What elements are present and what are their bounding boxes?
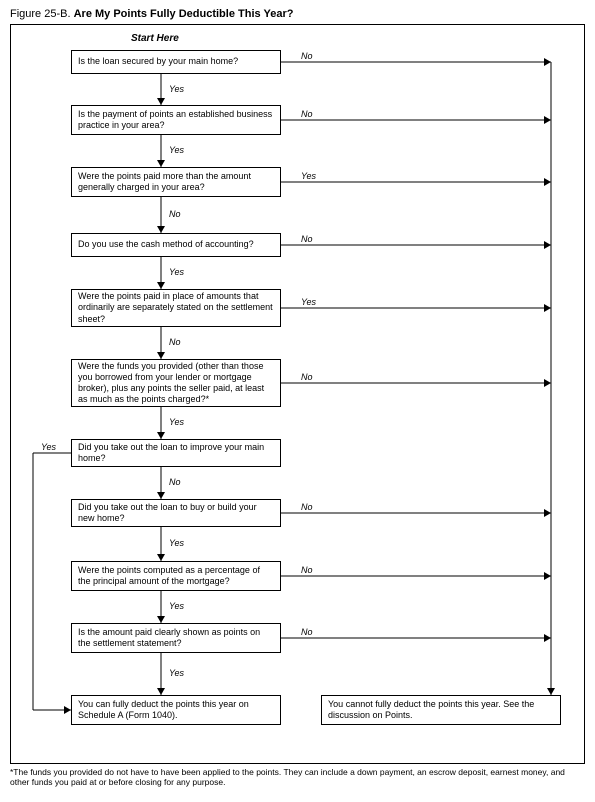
- edge-label: No: [301, 109, 313, 119]
- start-here-label: Start Here: [131, 33, 179, 44]
- edge-label: No: [301, 234, 313, 244]
- node-result-no: You cannot fully deduct the points this …: [321, 695, 561, 725]
- edge-label: No: [301, 51, 313, 61]
- node-q3: Were the points paid more than the amoun…: [71, 167, 281, 197]
- figure-title-main: Are My Points Fully Deductible This Year…: [74, 8, 294, 20]
- edge-label: No: [301, 565, 313, 575]
- edge-label: No: [169, 337, 181, 347]
- edge-label: No: [301, 502, 313, 512]
- node-q4: Do you use the cash method of accounting…: [71, 233, 281, 257]
- edge-label: Yes: [169, 267, 184, 277]
- node-q6: Were the funds you provided (other than …: [71, 359, 281, 407]
- edge-label: Yes: [169, 538, 184, 548]
- figure-title: Figure 25-B. Are My Points Fully Deducti…: [10, 8, 585, 20]
- node-result-yes: You can fully deduct the points this yea…: [71, 695, 281, 725]
- edge-label: No: [301, 372, 313, 382]
- edge-label: Yes: [169, 145, 184, 155]
- edge-label: Yes: [169, 417, 184, 427]
- edge-label: Yes: [301, 171, 316, 181]
- node-q7: Did you take out the loan to improve you…: [71, 439, 281, 467]
- node-q2: Is the payment of points an established …: [71, 105, 281, 135]
- node-q5: Were the points paid in place of amounts…: [71, 289, 281, 327]
- figure-title-prefix: Figure 25-B.: [10, 8, 71, 20]
- node-q9: Were the points computed as a percentage…: [71, 561, 281, 591]
- edge-label: Yes: [41, 442, 56, 452]
- node-q8: Did you take out the loan to buy or buil…: [71, 499, 281, 527]
- edge-label: Yes: [169, 601, 184, 611]
- edge-label: Yes: [169, 84, 184, 94]
- footnote: *The funds you provided do not have to h…: [10, 767, 585, 787]
- flowchart-frame: Start Here Is the loan secured by your m…: [10, 24, 585, 764]
- edge-label: No: [169, 477, 181, 487]
- node-q10: Is the amount paid clearly shown as poin…: [71, 623, 281, 653]
- node-q1: Is the loan secured by your main home?: [71, 50, 281, 74]
- edge-label: Yes: [169, 668, 184, 678]
- edge-label: No: [169, 209, 181, 219]
- edge-label: No: [301, 627, 313, 637]
- edge-label: Yes: [301, 297, 316, 307]
